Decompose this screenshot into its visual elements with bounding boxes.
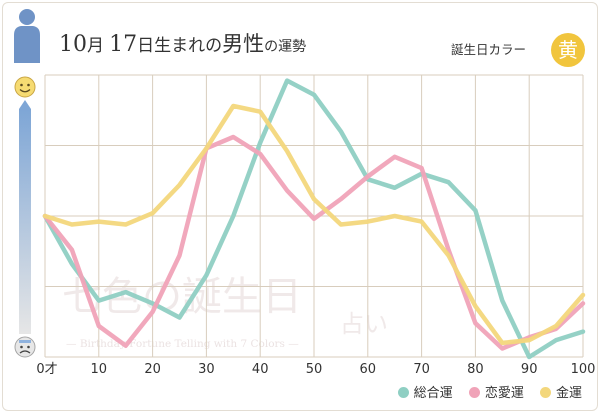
legend-label-overall: 総合運 [413,386,453,401]
legend-swatch-overall [397,387,409,398]
series-line-0 [42,78,586,360]
birth-color-badge: 黄 [551,33,585,67]
legend-item-overall: 総合運 [397,382,453,401]
plot-area: 0才 10 20 30 40 50 60 70 80 90 100 [36,74,596,377]
title-gender: 男性 [222,32,265,56]
legend-item-love: 恋愛運 [468,382,524,401]
watermark-sub: 占い [340,310,388,338]
title-month-number: 10 [59,32,87,57]
header: 10月 17日生まれの男性の運勢 誕生日カラー 黄 [3,3,597,67]
title-day-number: 17 [109,32,138,57]
x-tick-label-2: 20 [144,362,161,377]
series-line-2 [42,103,586,346]
x-tick-label-8: 80 [467,362,484,377]
smiley-face-icon [14,76,36,98]
watermark: 七色の誕生日 占い — Birthday Fortune Telling wit… [62,274,388,350]
mood-scale [14,76,36,358]
x-tick-label-7: 70 [413,362,430,377]
title-day-unit: 日生まれの [137,36,223,56]
x-tick-label-9: 90 [521,362,538,377]
title-suffix: の運勢 [264,39,307,55]
watermark-tagline: — Birthday Fortune Telling with 7 Colors… [66,338,299,350]
legend-label-money: 金運 [555,386,582,401]
x-tick-label-0: 0才 [36,362,57,377]
x-tick-label-4: 40 [252,362,269,377]
birth-color-label: 誕生日カラー [451,42,527,57]
legend-item-money: 金運 [539,382,582,401]
legend-swatch-love [468,387,480,398]
x-tick-label-1: 10 [91,362,108,377]
series-line-1 [42,134,586,351]
page-title: 10月 17日生まれの男性の運勢 [59,28,306,58]
legend-label-love: 恋愛運 [484,386,524,401]
legend: 総合運 恋愛運 金運 [386,382,582,401]
legend-swatch-money [539,387,551,398]
x-tick-label-5: 50 [306,362,323,377]
x-tick-label-10: 100 [571,362,596,377]
x-tick-label-3: 30 [198,362,215,377]
title-month-unit: 月 [87,36,104,56]
x-tick-label-6: 60 [360,362,377,377]
male-silhouette-icon [14,9,40,63]
